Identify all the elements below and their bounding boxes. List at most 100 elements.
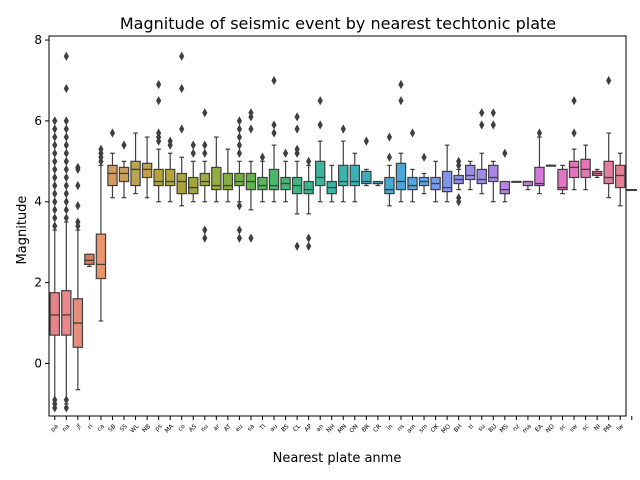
flier-point (490, 120, 496, 130)
flier-point (536, 128, 543, 138)
flier-point (75, 201, 81, 211)
flier-point (236, 124, 243, 134)
flier-point (317, 96, 323, 106)
flier-point (75, 217, 81, 227)
flier-point (248, 233, 254, 243)
x-tick-label: SB (107, 423, 118, 434)
flier-point (63, 213, 69, 223)
flier-point (52, 140, 58, 150)
x-tick-label: AT (223, 423, 233, 433)
x-tick-label: ns (396, 423, 406, 433)
y-tick-label: 0 (34, 356, 42, 370)
y-tick-label: 4 (34, 195, 42, 209)
box-ON (349, 164, 361, 187)
flier-point (236, 201, 243, 211)
y-tick-label: 6 (34, 114, 42, 128)
box-TI (257, 176, 268, 191)
box-MS (499, 180, 511, 195)
flier-point (398, 79, 404, 90)
flier-point (63, 148, 69, 158)
flier-point (271, 75, 277, 86)
flier-point (340, 124, 346, 134)
x-tick-label: au (269, 423, 279, 433)
box-AT (222, 172, 234, 191)
flier-point (386, 132, 393, 142)
flier-point (202, 225, 208, 235)
flier-point (236, 225, 243, 235)
flier-point (52, 213, 58, 223)
flier-point (63, 395, 69, 405)
flier-point (317, 120, 323, 130)
box-SS (118, 166, 130, 183)
flier-point (156, 128, 162, 138)
flier-point (294, 112, 300, 122)
flier-point (236, 116, 243, 126)
flier-point (398, 96, 404, 106)
x-tick-label: AP (303, 423, 314, 434)
box-pa (49, 292, 60, 336)
flier-point (479, 108, 485, 118)
box-ps (153, 168, 164, 187)
flier-point (63, 140, 69, 150)
flier-point (63, 51, 69, 61)
x-tick-label: MS (498, 423, 509, 434)
flier-point (109, 128, 116, 138)
flier-point (167, 136, 173, 146)
x-tick-label: NH (325, 423, 336, 434)
x-tick-label: ND (545, 423, 557, 435)
flier-point (421, 152, 427, 162)
box-ns (395, 162, 407, 191)
flier-point (294, 241, 300, 251)
flier-point (52, 205, 58, 215)
flier-point (282, 148, 289, 158)
box-MN (338, 164, 349, 187)
flier-point (202, 233, 208, 243)
x-tick-label: ps (154, 423, 164, 433)
x-tick-label: nu (199, 423, 209, 433)
flier-point (63, 116, 69, 126)
flier-point (52, 164, 58, 175)
flier-point (52, 189, 58, 199)
flier-point (63, 83, 69, 94)
box-MA (164, 168, 176, 187)
flier-point (490, 108, 496, 118)
flier-point (571, 96, 577, 106)
x-tick-label: su (477, 423, 487, 433)
flier-point (479, 120, 485, 130)
box-PM (603, 160, 614, 185)
flier-point (52, 221, 58, 231)
flier-point (156, 79, 162, 90)
x-tick-label: SS (119, 423, 129, 433)
flier-point (306, 233, 312, 243)
flier-point (248, 108, 254, 118)
flier-point (190, 148, 196, 158)
flier-point (236, 148, 243, 158)
flier-point (179, 124, 185, 134)
x-tick-label: EA (534, 422, 545, 433)
flier-point (236, 233, 243, 243)
x-tick-label: pa (49, 423, 59, 433)
box-AP (303, 180, 314, 195)
flier-point (52, 148, 58, 158)
box-sw (568, 160, 580, 179)
x-tick-label: nz (511, 423, 521, 433)
x-tick-label: BU (487, 423, 498, 434)
flier-point (156, 96, 162, 106)
x-tick-label: MN (336, 423, 348, 435)
flier-point (259, 152, 266, 162)
y-axis-label: Magnitude (15, 196, 30, 265)
x-tick-label: ca (96, 423, 106, 433)
flier-point (202, 148, 208, 158)
x-tick-label: lw (616, 423, 626, 433)
flier-point (75, 162, 81, 172)
box-au (268, 168, 280, 191)
x-tick-label: na (61, 423, 71, 433)
box-ti (464, 164, 476, 181)
flier-point (63, 197, 69, 207)
flier-point (52, 132, 58, 142)
x-tick-label: ri (86, 423, 94, 431)
y-tick-label: 2 (34, 276, 42, 290)
flier-point (190, 140, 196, 150)
